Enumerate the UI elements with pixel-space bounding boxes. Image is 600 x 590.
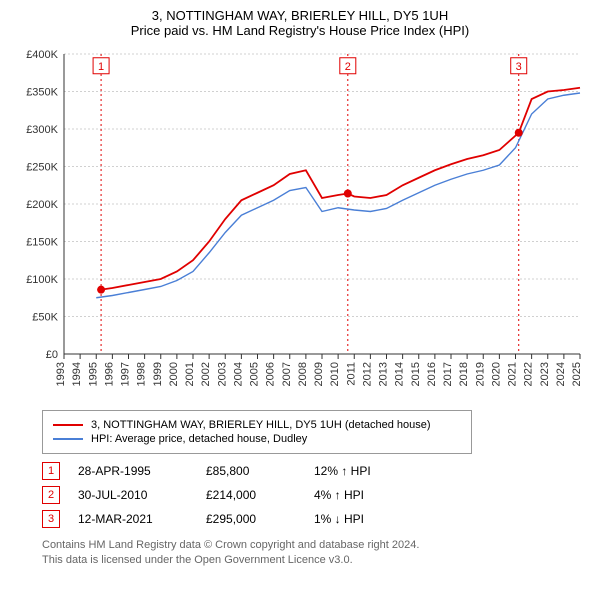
svg-text:2011: 2011 [345,362,357,386]
event-row: 3 12-MAR-2021 £295,000 1% ↓ HPI [42,510,590,528]
svg-text:2010: 2010 [329,362,341,386]
event-marker: 1 [42,462,60,480]
svg-text:1997: 1997 [120,362,132,386]
events-table: 1 28-APR-1995 £85,800 12% ↑ HPI 2 30-JUL-2010… [42,462,590,528]
footer-attribution: Contains HM Land Registry data © Crown c… [42,538,590,569]
svg-text:2018: 2018 [458,362,470,386]
svg-text:2019: 2019 [474,362,486,386]
event-price: £214,000 [206,488,296,502]
event-marker: 3 [42,510,60,528]
svg-text:2005: 2005 [249,362,261,386]
svg-text:3: 3 [516,61,522,73]
svg-text:£250K: £250K [26,162,58,174]
svg-text:2001: 2001 [184,362,196,386]
event-date: 28-APR-1995 [78,464,188,478]
svg-text:2021: 2021 [507,362,519,386]
svg-text:1998: 1998 [136,362,148,386]
svg-text:1995: 1995 [87,362,99,386]
svg-text:2012: 2012 [361,362,373,386]
event-marker: 2 [42,486,60,504]
legend-label: 3, NOTTINGHAM WAY, BRIERLEY HILL, DY5 1U… [91,419,431,431]
chart-title: 3, NOTTINGHAM WAY, BRIERLEY HILL, DY5 1U… [10,8,590,23]
legend-swatch [53,424,83,426]
svg-text:2003: 2003 [216,362,228,386]
chart-subtitle: Price paid vs. HM Land Registry's House … [10,23,590,38]
svg-text:1993: 1993 [55,362,67,386]
svg-text:2004: 2004 [232,362,244,386]
svg-text:£300K: £300K [26,124,58,136]
legend-item: 3, NOTTINGHAM WAY, BRIERLEY HILL, DY5 1U… [53,419,461,431]
svg-text:1: 1 [98,61,104,73]
footer-line-1: Contains HM Land Registry data © Crown c… [42,538,590,553]
svg-text:£200K: £200K [26,199,58,211]
svg-text:2008: 2008 [297,362,309,386]
svg-text:2025: 2025 [571,362,583,386]
svg-text:2016: 2016 [426,362,438,386]
event-date: 12-MAR-2021 [78,512,188,526]
svg-text:2015: 2015 [410,362,422,386]
svg-text:1994: 1994 [71,362,83,386]
legend-swatch [53,438,83,440]
chart-svg: £0 £50K £100K £150K £200K £250K £300K £350K £400… [10,44,590,404]
svg-text:2022: 2022 [523,362,535,386]
svg-text:2002: 2002 [200,362,212,386]
svg-text:2007: 2007 [281,362,293,386]
event-delta: 1% ↓ HPI [314,512,404,526]
svg-text:2023: 2023 [539,362,551,386]
legend-item: HPI: Average price, detached house, Dudl… [53,433,461,445]
event-date: 30-JUL-2010 [78,488,188,502]
svg-text:£100K: £100K [26,274,58,286]
svg-text:2009: 2009 [313,362,325,386]
svg-text:2000: 2000 [168,362,180,386]
event-row: 1 28-APR-1995 £85,800 12% ↑ HPI [42,462,590,480]
svg-text:2020: 2020 [490,362,502,386]
svg-text:2017: 2017 [442,362,454,386]
footer-line-2: This data is licensed under the Open Gov… [42,553,590,568]
svg-text:£0: £0 [46,349,58,361]
svg-text:£50K: £50K [32,312,58,324]
svg-text:2024: 2024 [555,362,567,386]
event-delta: 12% ↑ HPI [314,464,404,478]
svg-text:2006: 2006 [265,362,277,386]
svg-text:1996: 1996 [103,362,115,386]
svg-text:£350K: £350K [26,87,58,99]
event-delta: 4% ↑ HPI [314,488,404,502]
svg-text:£150K: £150K [26,237,58,249]
legend-label: HPI: Average price, detached house, Dudl… [91,433,307,445]
svg-text:£400K: £400K [26,49,58,61]
event-price: £85,800 [206,464,296,478]
event-price: £295,000 [206,512,296,526]
svg-text:2013: 2013 [378,362,390,386]
svg-text:2014: 2014 [394,362,406,386]
chart-area: £0 £50K £100K £150K £200K £250K £300K £350K £400… [10,44,590,404]
svg-text:1999: 1999 [152,362,164,386]
svg-text:2: 2 [345,61,351,73]
legend: 3, NOTTINGHAM WAY, BRIERLEY HILL, DY5 1U… [42,410,472,454]
event-row: 2 30-JUL-2010 £214,000 4% ↑ HPI [42,486,590,504]
